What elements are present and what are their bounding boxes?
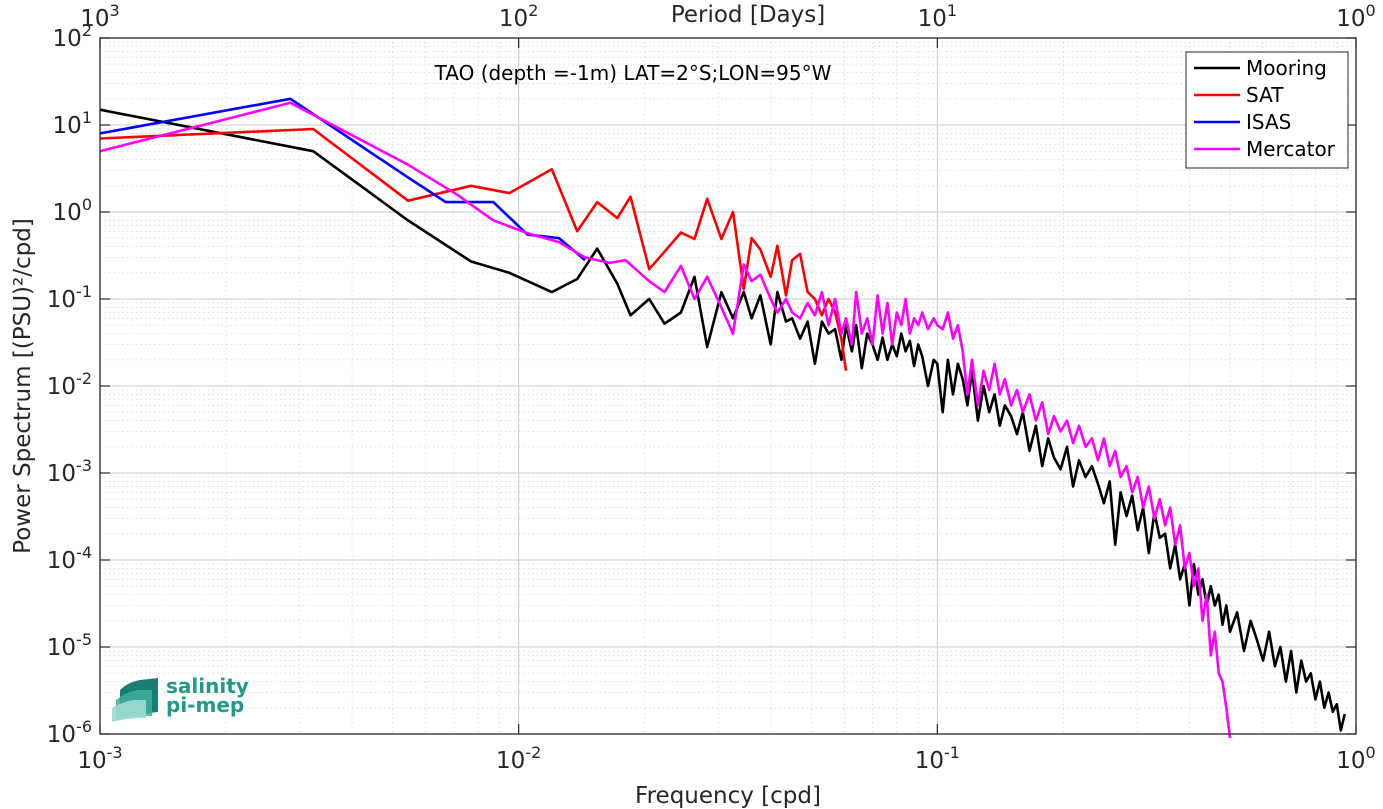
series-line-mercator xyxy=(99,101,1232,739)
axis-ticks xyxy=(99,37,1357,735)
x-tick-label: 10-1 xyxy=(915,743,960,774)
y-tick-label: 10-2 xyxy=(47,369,92,400)
chart-annotation: TAO (depth =-1m) LAT=2°S;LON=95°W xyxy=(434,61,832,85)
series-lines xyxy=(99,97,1346,739)
series-line-sat xyxy=(99,127,848,371)
top-axis-title: Period [Days] xyxy=(671,2,825,28)
top-tick-label: 101 xyxy=(918,1,957,32)
x-tick-label: 100 xyxy=(1336,743,1375,774)
legend: Mooring SAT ISAS Mercator xyxy=(1185,51,1349,169)
x-tick-label: 10-2 xyxy=(496,743,541,774)
top-tick-label: 103 xyxy=(80,1,119,32)
y-tick-label: 10-6 xyxy=(47,717,92,748)
series-line-mooring xyxy=(99,108,1346,732)
y-tick-label: 101 xyxy=(53,108,92,139)
top-tick-label: 100 xyxy=(1336,1,1375,32)
legend-label-sat: SAT xyxy=(1246,83,1284,107)
y-tick-label: 102 xyxy=(53,21,92,52)
legend-label-mooring: Mooring xyxy=(1246,56,1327,80)
x-tick-label: 10-3 xyxy=(77,743,122,774)
x-axis-title: Frequency [cpd] xyxy=(635,783,821,809)
logo-text-line2: pi-mep xyxy=(166,693,244,717)
legend-label-isas: ISAS xyxy=(1246,110,1291,134)
salinity-pi-mep-logo: salinity pi-mep xyxy=(112,674,249,722)
logo-mark-icon xyxy=(112,678,158,722)
y-tick-label: 10-5 xyxy=(47,630,92,661)
legend-label-mercator: Mercator xyxy=(1246,137,1336,161)
top-tick-label: 102 xyxy=(499,1,538,32)
y-tick-label: 10-3 xyxy=(47,456,92,487)
y-tick-label: 10-4 xyxy=(47,543,92,574)
logo-text-line1: salinity xyxy=(166,674,249,698)
y-axis-title: Power Spectrum [(PSU)²/cpd] xyxy=(10,218,36,554)
y-tick-label: 10-1 xyxy=(47,282,92,313)
y-tick-label: 100 xyxy=(53,195,92,226)
